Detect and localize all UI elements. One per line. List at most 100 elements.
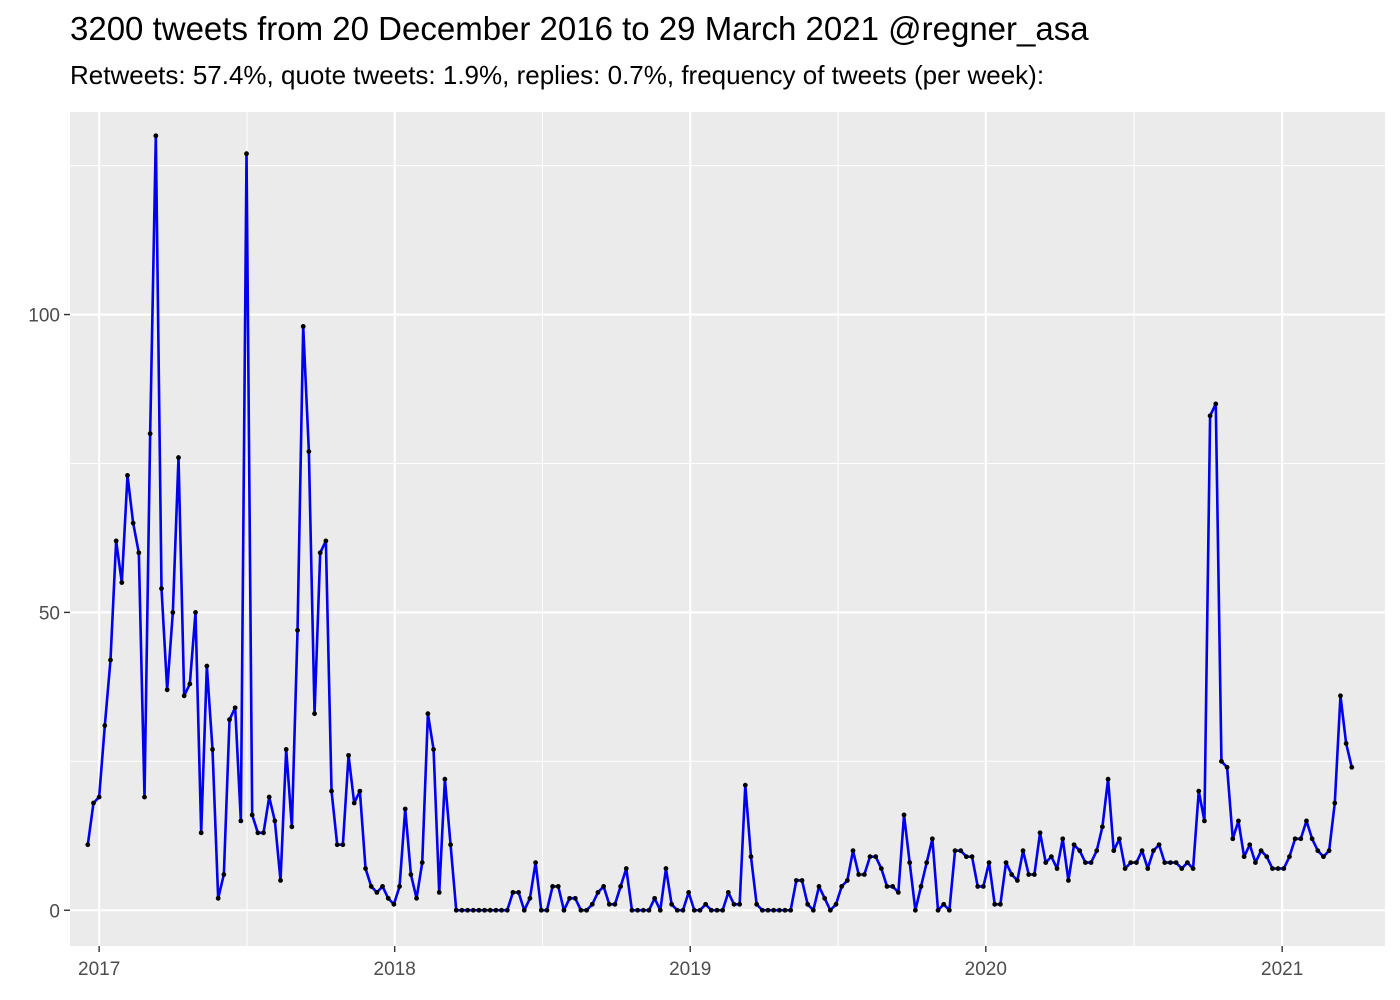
data-point (431, 747, 436, 752)
data-point (91, 800, 96, 806)
data-point (941, 901, 947, 907)
data-point (102, 723, 108, 728)
data-point (1230, 836, 1236, 842)
data-point (1275, 866, 1281, 871)
data-point (680, 907, 686, 913)
data-point (1270, 866, 1275, 871)
data-point (221, 872, 227, 877)
data-point (1060, 836, 1066, 842)
data-point (992, 901, 998, 907)
data-point (1292, 836, 1298, 842)
data-point (929, 836, 935, 842)
data-point (380, 884, 385, 889)
data-point (295, 627, 300, 633)
data-point (448, 842, 453, 848)
data-point (788, 907, 794, 913)
data-point (572, 895, 578, 901)
data-point (714, 907, 720, 913)
data-point (278, 878, 283, 883)
data-point (527, 895, 533, 901)
chart-title: 3200 tweets from 20 December 2016 to 29 … (70, 10, 1089, 47)
data-point (1128, 860, 1134, 865)
data-point (742, 782, 748, 788)
data-point (765, 907, 771, 913)
x-tick-label: 2018 (374, 959, 416, 980)
major-gridlines (70, 112, 1385, 946)
data-point (550, 884, 555, 889)
data-point (997, 901, 1003, 907)
data-point (329, 788, 334, 794)
x-tick-label: 2019 (669, 959, 711, 980)
data-point (725, 889, 731, 895)
data-point (720, 907, 726, 913)
data-point (691, 907, 697, 913)
data-point (340, 842, 346, 848)
data-point (980, 884, 986, 889)
data-point (1253, 860, 1258, 865)
data-point (193, 610, 198, 615)
data-point (776, 907, 782, 913)
data-point (612, 901, 618, 907)
data-point (629, 907, 635, 913)
data-point (1338, 693, 1343, 699)
x-tick-label: 2017 (78, 959, 120, 980)
data-point (555, 884, 561, 889)
data-point (1071, 842, 1077, 848)
data-point (1043, 860, 1049, 865)
data-point (793, 878, 799, 883)
data-point (402, 806, 408, 812)
data-point (878, 866, 884, 871)
data-point (589, 901, 595, 907)
data-point (1151, 848, 1156, 854)
data-point (1304, 818, 1309, 824)
data-point (113, 538, 119, 544)
data-point (737, 901, 743, 907)
data-point (459, 907, 465, 913)
data-point (1343, 741, 1349, 746)
data-point (1247, 842, 1253, 848)
data-point (119, 580, 125, 586)
data-point (907, 860, 913, 865)
data-points (85, 133, 1355, 913)
data-point (323, 538, 329, 544)
data-point (391, 901, 397, 907)
data-point (261, 830, 266, 836)
y-tick-label: 0 (49, 901, 60, 922)
data-point (419, 860, 425, 865)
data-point (159, 586, 164, 591)
data-point (1309, 836, 1315, 842)
data-point (975, 884, 981, 889)
data-point (850, 848, 856, 854)
data-point (935, 907, 941, 913)
data-point (697, 907, 703, 913)
data-point (1139, 848, 1145, 854)
data-point (816, 884, 822, 889)
data-point (1213, 401, 1219, 407)
plot-panel (70, 112, 1385, 946)
data-point (1156, 842, 1162, 848)
data-point (652, 895, 658, 901)
data-point (1179, 866, 1185, 871)
data-point (368, 884, 374, 889)
minor-gridlines (70, 112, 1385, 946)
data-point (986, 860, 992, 865)
data-point (334, 842, 340, 848)
data-point (873, 854, 879, 860)
data-point (578, 907, 584, 913)
data-point (601, 884, 607, 889)
data-point (1054, 866, 1060, 871)
data-point (1185, 860, 1190, 865)
data-point (708, 907, 714, 913)
data-point (584, 907, 590, 913)
data-point (1111, 848, 1117, 854)
data-point (1236, 818, 1241, 824)
data-point (1031, 872, 1037, 877)
data-point (210, 747, 215, 752)
data-point (521, 907, 527, 913)
data-point (255, 830, 261, 836)
data-point (266, 794, 272, 800)
data-point (946, 907, 952, 913)
data-point (125, 472, 130, 478)
data-point (425, 711, 431, 717)
data-point (397, 884, 402, 889)
